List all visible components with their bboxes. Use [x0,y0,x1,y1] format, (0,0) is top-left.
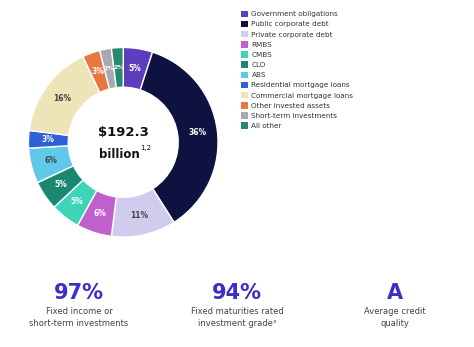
Text: 36%: 36% [189,128,207,137]
Text: 6%: 6% [44,156,57,166]
Text: 3%: 3% [42,135,55,144]
Text: 6%: 6% [94,209,107,218]
Wedge shape [100,48,116,89]
Text: 11%: 11% [130,211,149,220]
Wedge shape [78,191,116,236]
Text: 94%: 94% [212,283,262,303]
Text: 2%: 2% [113,65,124,70]
Text: A: A [387,283,403,303]
Text: 2%: 2% [104,66,115,71]
Text: Fixed maturities rated
investment grade³: Fixed maturities rated investment grade³ [191,307,283,328]
Wedge shape [111,189,174,237]
Text: 5%: 5% [71,197,84,206]
Wedge shape [83,50,109,93]
Wedge shape [123,48,153,90]
Text: 16%: 16% [54,94,72,103]
Legend: Government obligations, Public corporate debt, Private corporate debt, RMBS, CMB: Government obligations, Public corporate… [241,10,354,129]
Text: 5%: 5% [55,180,68,189]
Text: Average credit
quality: Average credit quality [364,307,426,328]
Text: $192.3: $192.3 [98,126,149,139]
Text: 3%: 3% [91,67,104,76]
Text: Fixed income or
short-term investments: Fixed income or short-term investments [29,307,128,328]
Wedge shape [140,52,218,222]
Text: 1,2: 1,2 [140,145,152,151]
Text: billion: billion [99,148,140,161]
Wedge shape [29,57,100,135]
Wedge shape [28,146,73,183]
Wedge shape [111,48,123,88]
Wedge shape [28,130,69,148]
Wedge shape [37,166,83,207]
Text: 5%: 5% [128,64,141,73]
Wedge shape [54,180,97,225]
Text: 97%: 97% [54,283,104,303]
